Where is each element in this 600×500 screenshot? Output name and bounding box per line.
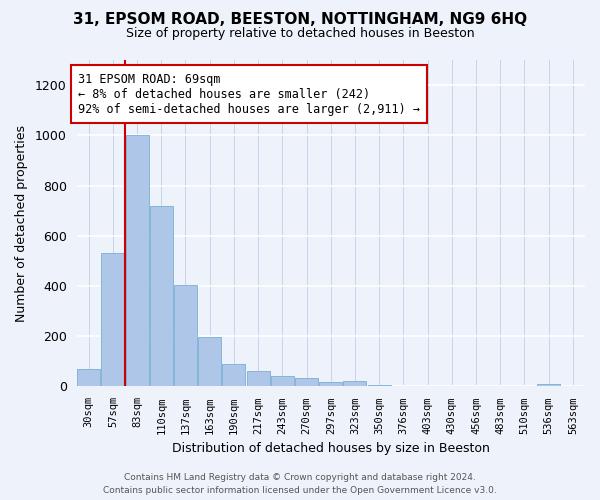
Bar (198, 337, 221, 386)
Bar (295, 378, 318, 386)
Bar (174, 284, 197, 386)
Bar (125, 136, 149, 386)
X-axis label: Distribution of detached houses by size in Beeston: Distribution of detached houses by size … (172, 442, 490, 455)
Bar (150, 206, 173, 386)
Bar (368, 385, 391, 386)
Bar (271, 376, 294, 386)
Bar (537, 384, 560, 386)
Text: 31 EPSOM ROAD: 69sqm
← 8% of detached houses are smaller (242)
92% of semi-detac: 31 EPSOM ROAD: 69sqm ← 8% of detached ho… (78, 72, 420, 116)
Text: Contains HM Land Registry data © Crown copyright and database right 2024.
Contai: Contains HM Land Registry data © Crown c… (103, 474, 497, 495)
Bar (77, 369, 100, 386)
Text: Size of property relative to detached houses in Beeston: Size of property relative to detached ho… (125, 28, 475, 40)
Text: 31, EPSOM ROAD, BEESTON, NOTTINGHAM, NG9 6HQ: 31, EPSOM ROAD, BEESTON, NOTTINGHAM, NG9… (73, 12, 527, 28)
Bar (101, 254, 124, 386)
Bar (343, 382, 367, 386)
Y-axis label: Number of detached properties: Number of detached properties (15, 124, 28, 322)
Bar (223, 364, 245, 386)
Bar (247, 372, 269, 386)
Bar (319, 382, 342, 386)
